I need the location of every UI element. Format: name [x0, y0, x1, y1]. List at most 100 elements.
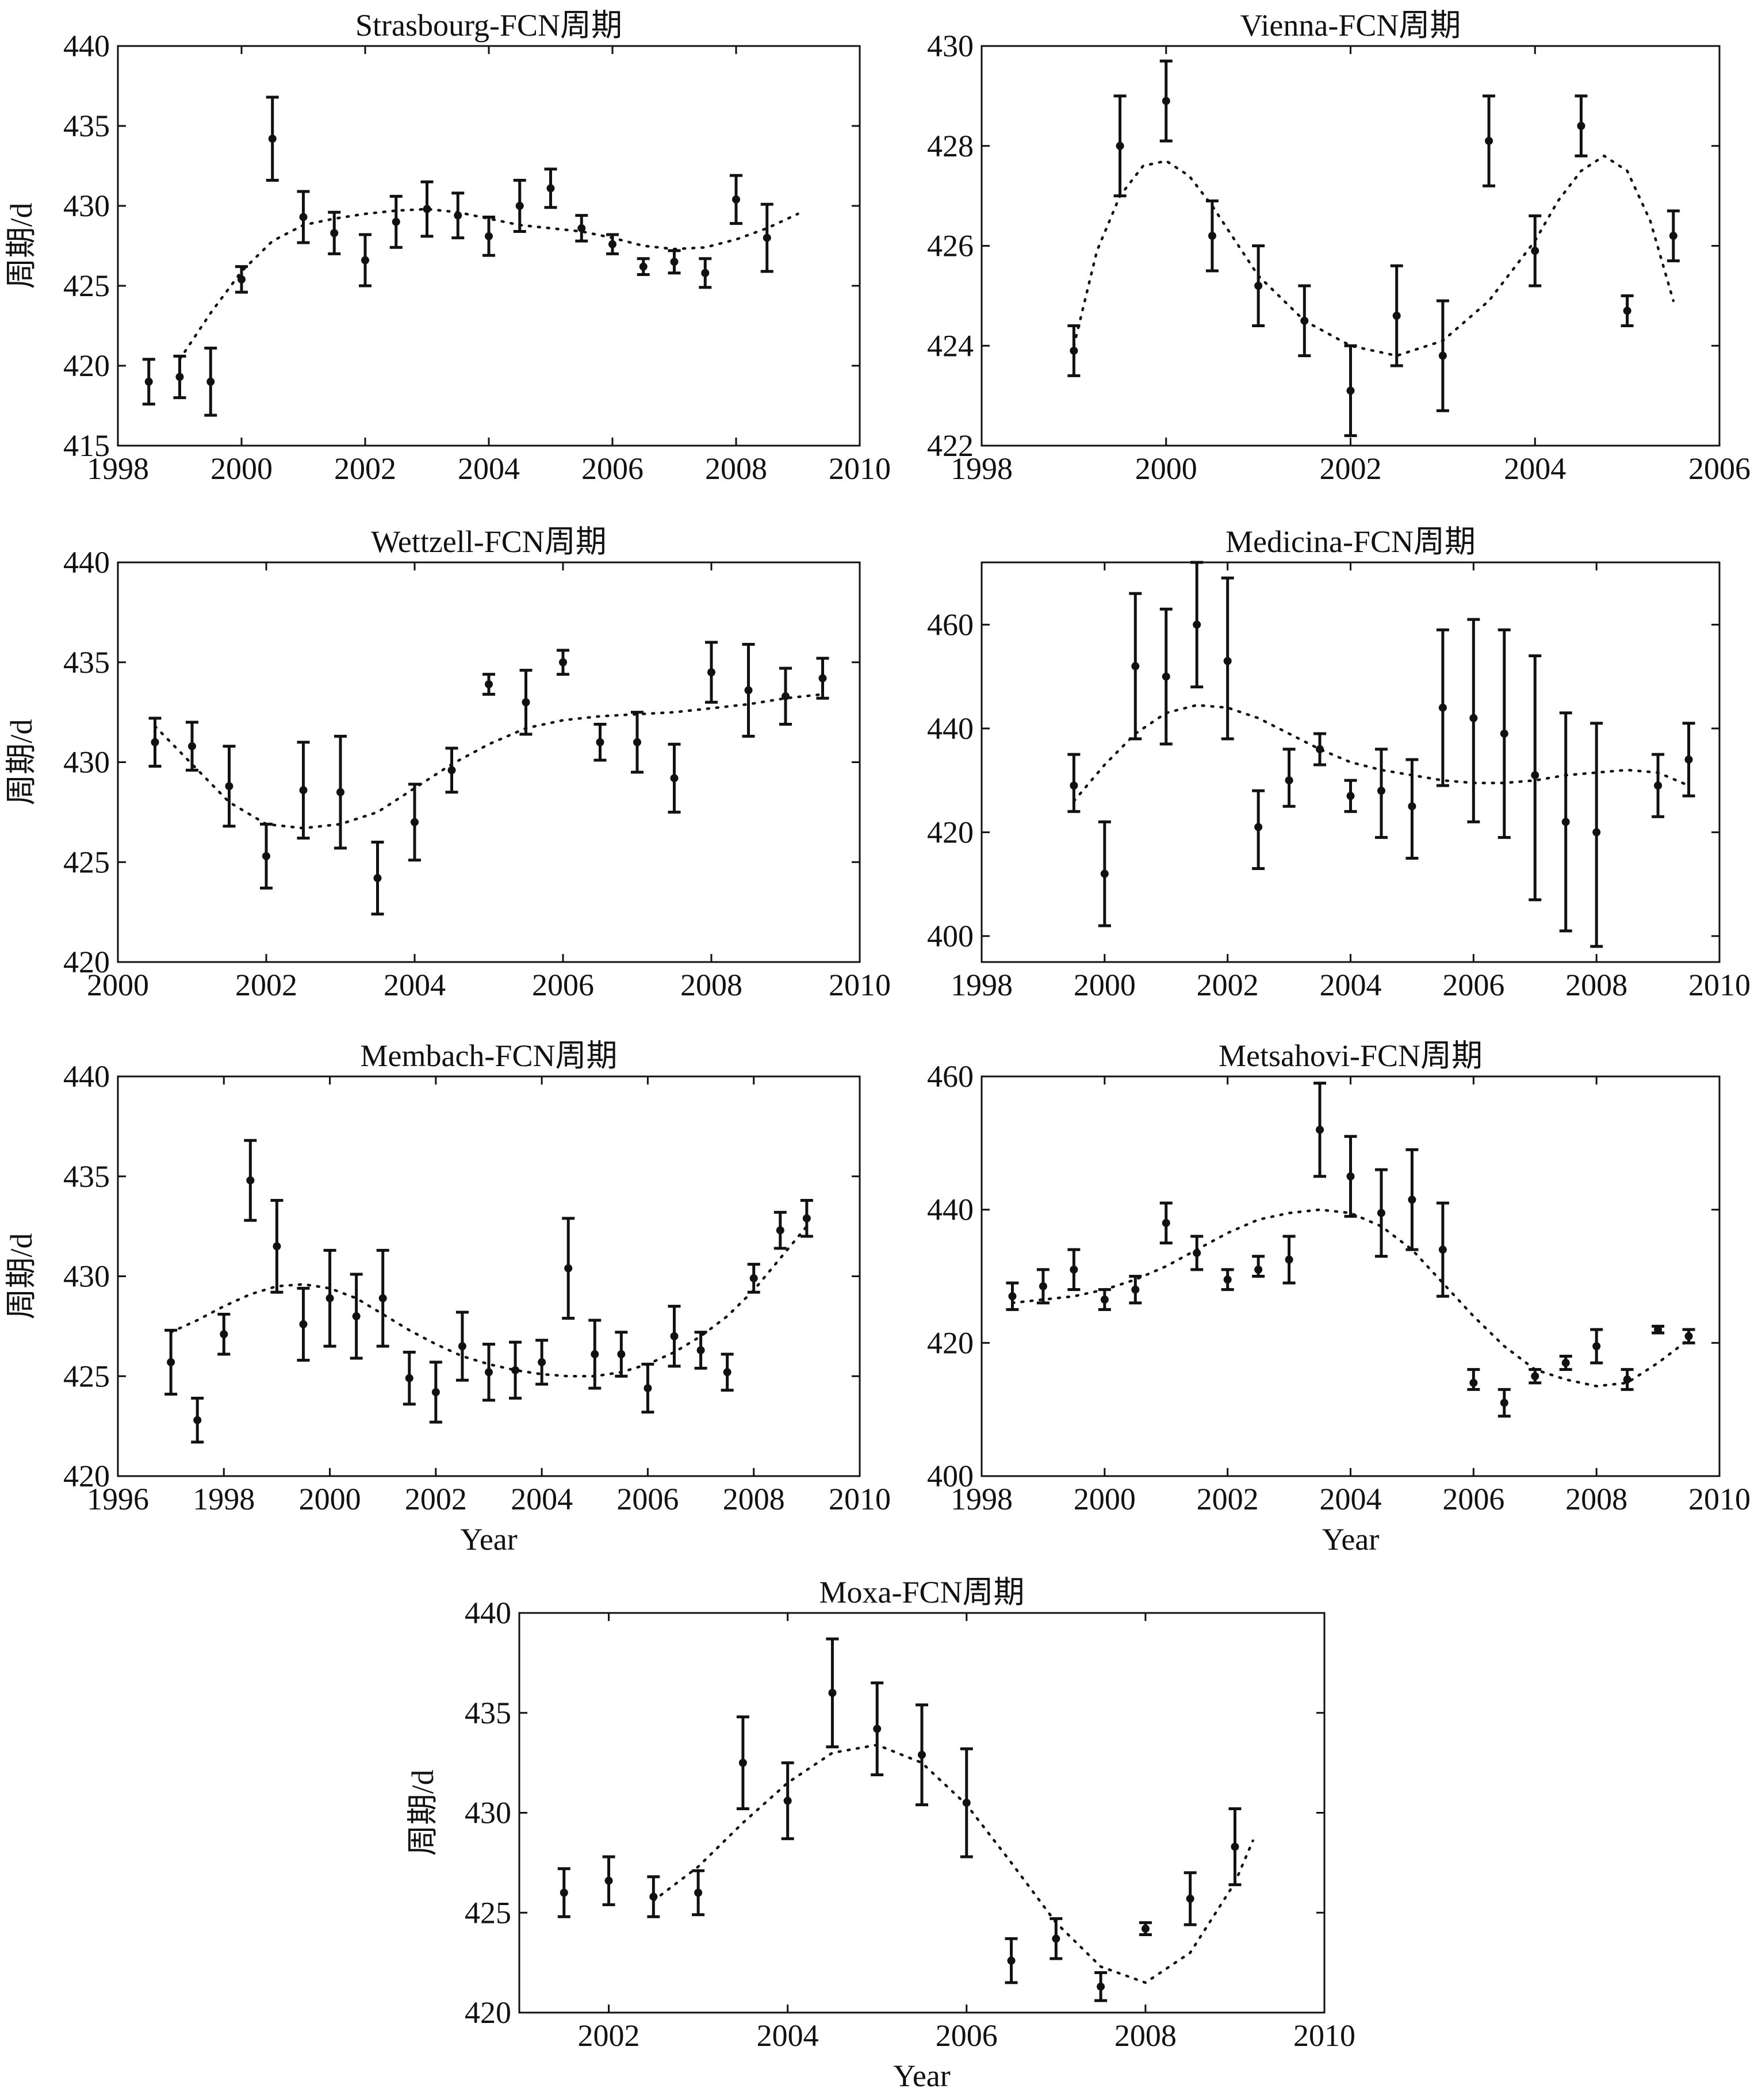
error-bar — [1497, 1388, 1511, 1418]
error-bar — [371, 841, 384, 916]
data-point — [732, 195, 740, 204]
error-bar — [1436, 1201, 1449, 1298]
error-bar — [297, 741, 310, 840]
error-bar — [244, 1139, 257, 1222]
error-bar — [1005, 1937, 1018, 1984]
data-point — [246, 1176, 255, 1185]
data-point — [188, 742, 196, 750]
error-bar — [1067, 324, 1081, 377]
error-bar — [235, 265, 248, 294]
error-bar — [1497, 628, 1511, 839]
data-point — [1592, 828, 1601, 837]
y-tick-label: 430 — [927, 29, 974, 63]
error-bar — [1067, 753, 1081, 813]
x-tick-label: 2008 — [1565, 1482, 1627, 1516]
data-point — [299, 1320, 308, 1328]
plot-frame — [518, 1612, 1326, 2014]
data-point — [564, 1264, 573, 1273]
error-bar — [699, 257, 712, 289]
data-point — [818, 674, 827, 683]
error-bar — [1221, 1268, 1234, 1292]
data-point — [873, 1725, 882, 1733]
plot-frame — [981, 561, 1721, 963]
data-point — [1469, 714, 1478, 722]
error-bar — [557, 1867, 570, 1918]
error-bar — [1184, 1871, 1197, 1926]
data-point — [1116, 141, 1124, 150]
data-point — [1561, 818, 1570, 826]
x-tick-label: 2006 — [616, 1482, 679, 1516]
error-bar — [1313, 1082, 1327, 1178]
error-bar — [455, 1310, 469, 1382]
y-tick-label: 430 — [63, 189, 110, 223]
data-point — [783, 1796, 792, 1805]
data-point — [373, 874, 382, 883]
error-bar — [1282, 1235, 1296, 1285]
error-bar — [1621, 294, 1634, 327]
data-point — [670, 258, 679, 266]
error-bar — [1205, 199, 1219, 273]
data-point — [707, 668, 715, 677]
data-point — [144, 377, 153, 386]
error-bar — [1113, 94, 1127, 198]
data-point — [1007, 1956, 1016, 1965]
data-point — [458, 1342, 466, 1351]
data-point — [649, 1892, 658, 1901]
data-point — [546, 184, 555, 193]
error-bar — [429, 1361, 442, 1424]
y-axis-label: 周期/d — [4, 1233, 39, 1319]
data-point — [1438, 1246, 1447, 1254]
data-point — [1039, 1282, 1047, 1290]
error-bar — [350, 1273, 363, 1360]
data-point — [701, 269, 710, 277]
error-bar — [721, 1352, 734, 1392]
error-bar — [297, 190, 310, 244]
error-bar — [1129, 1275, 1142, 1305]
x-tick-label: 2008 — [723, 1482, 785, 1516]
error-bar — [445, 746, 458, 794]
error-bar — [1405, 758, 1419, 860]
data-point — [299, 786, 308, 795]
data-point — [1377, 787, 1385, 795]
error-bar — [668, 742, 681, 814]
chart-title: Metsahovi-FCN周期 — [1219, 1038, 1483, 1073]
error-bar — [588, 1319, 602, 1390]
data-point — [225, 782, 233, 791]
x-tick-label: 2002 — [578, 2018, 640, 2053]
data-point — [749, 1274, 758, 1282]
error-bar — [544, 167, 557, 209]
y-tick-label: 415 — [63, 428, 110, 463]
error-bar — [1190, 1235, 1204, 1271]
error-bar — [1529, 654, 1542, 902]
y-tick-label: 435 — [63, 1159, 110, 1194]
data-point — [1141, 1925, 1150, 1933]
x-tick-label: 2000 — [1074, 968, 1136, 1002]
plot-frame — [117, 1075, 861, 1477]
y-tick-label: 430 — [465, 1796, 511, 1830]
data-point — [828, 1689, 837, 1697]
data-point — [1208, 232, 1216, 240]
error-bar — [615, 1331, 628, 1378]
data-point — [1254, 282, 1263, 290]
error-bar — [260, 822, 273, 890]
data-point — [1392, 312, 1401, 320]
data-point — [511, 1366, 520, 1374]
panel-membach: Membach-FCN周期 1996 1998 2000 2002 2004 2006 200… — [4, 1038, 891, 1557]
y-tick-label: 420 — [927, 815, 974, 849]
error-bar — [1190, 561, 1204, 689]
y-tick-label: 420 — [63, 1459, 110, 1493]
error-bar — [1252, 789, 1265, 871]
error-bar — [1098, 1288, 1111, 1311]
error-bar — [1436, 299, 1449, 412]
x-tick-label: 2004 — [1504, 451, 1566, 486]
data-point — [738, 1758, 747, 1767]
error-bar — [1374, 1168, 1388, 1258]
error-bar — [816, 657, 829, 700]
error-bar — [1094, 1971, 1108, 2002]
x-tick-label: 2000 — [299, 1482, 361, 1516]
error-bar — [736, 1715, 749, 1811]
x-axis-label: Year — [1322, 1522, 1380, 1557]
data-point — [1485, 137, 1493, 145]
x-tick-label: 2010 — [1688, 1482, 1751, 1516]
y-tick-label: 435 — [63, 109, 110, 143]
